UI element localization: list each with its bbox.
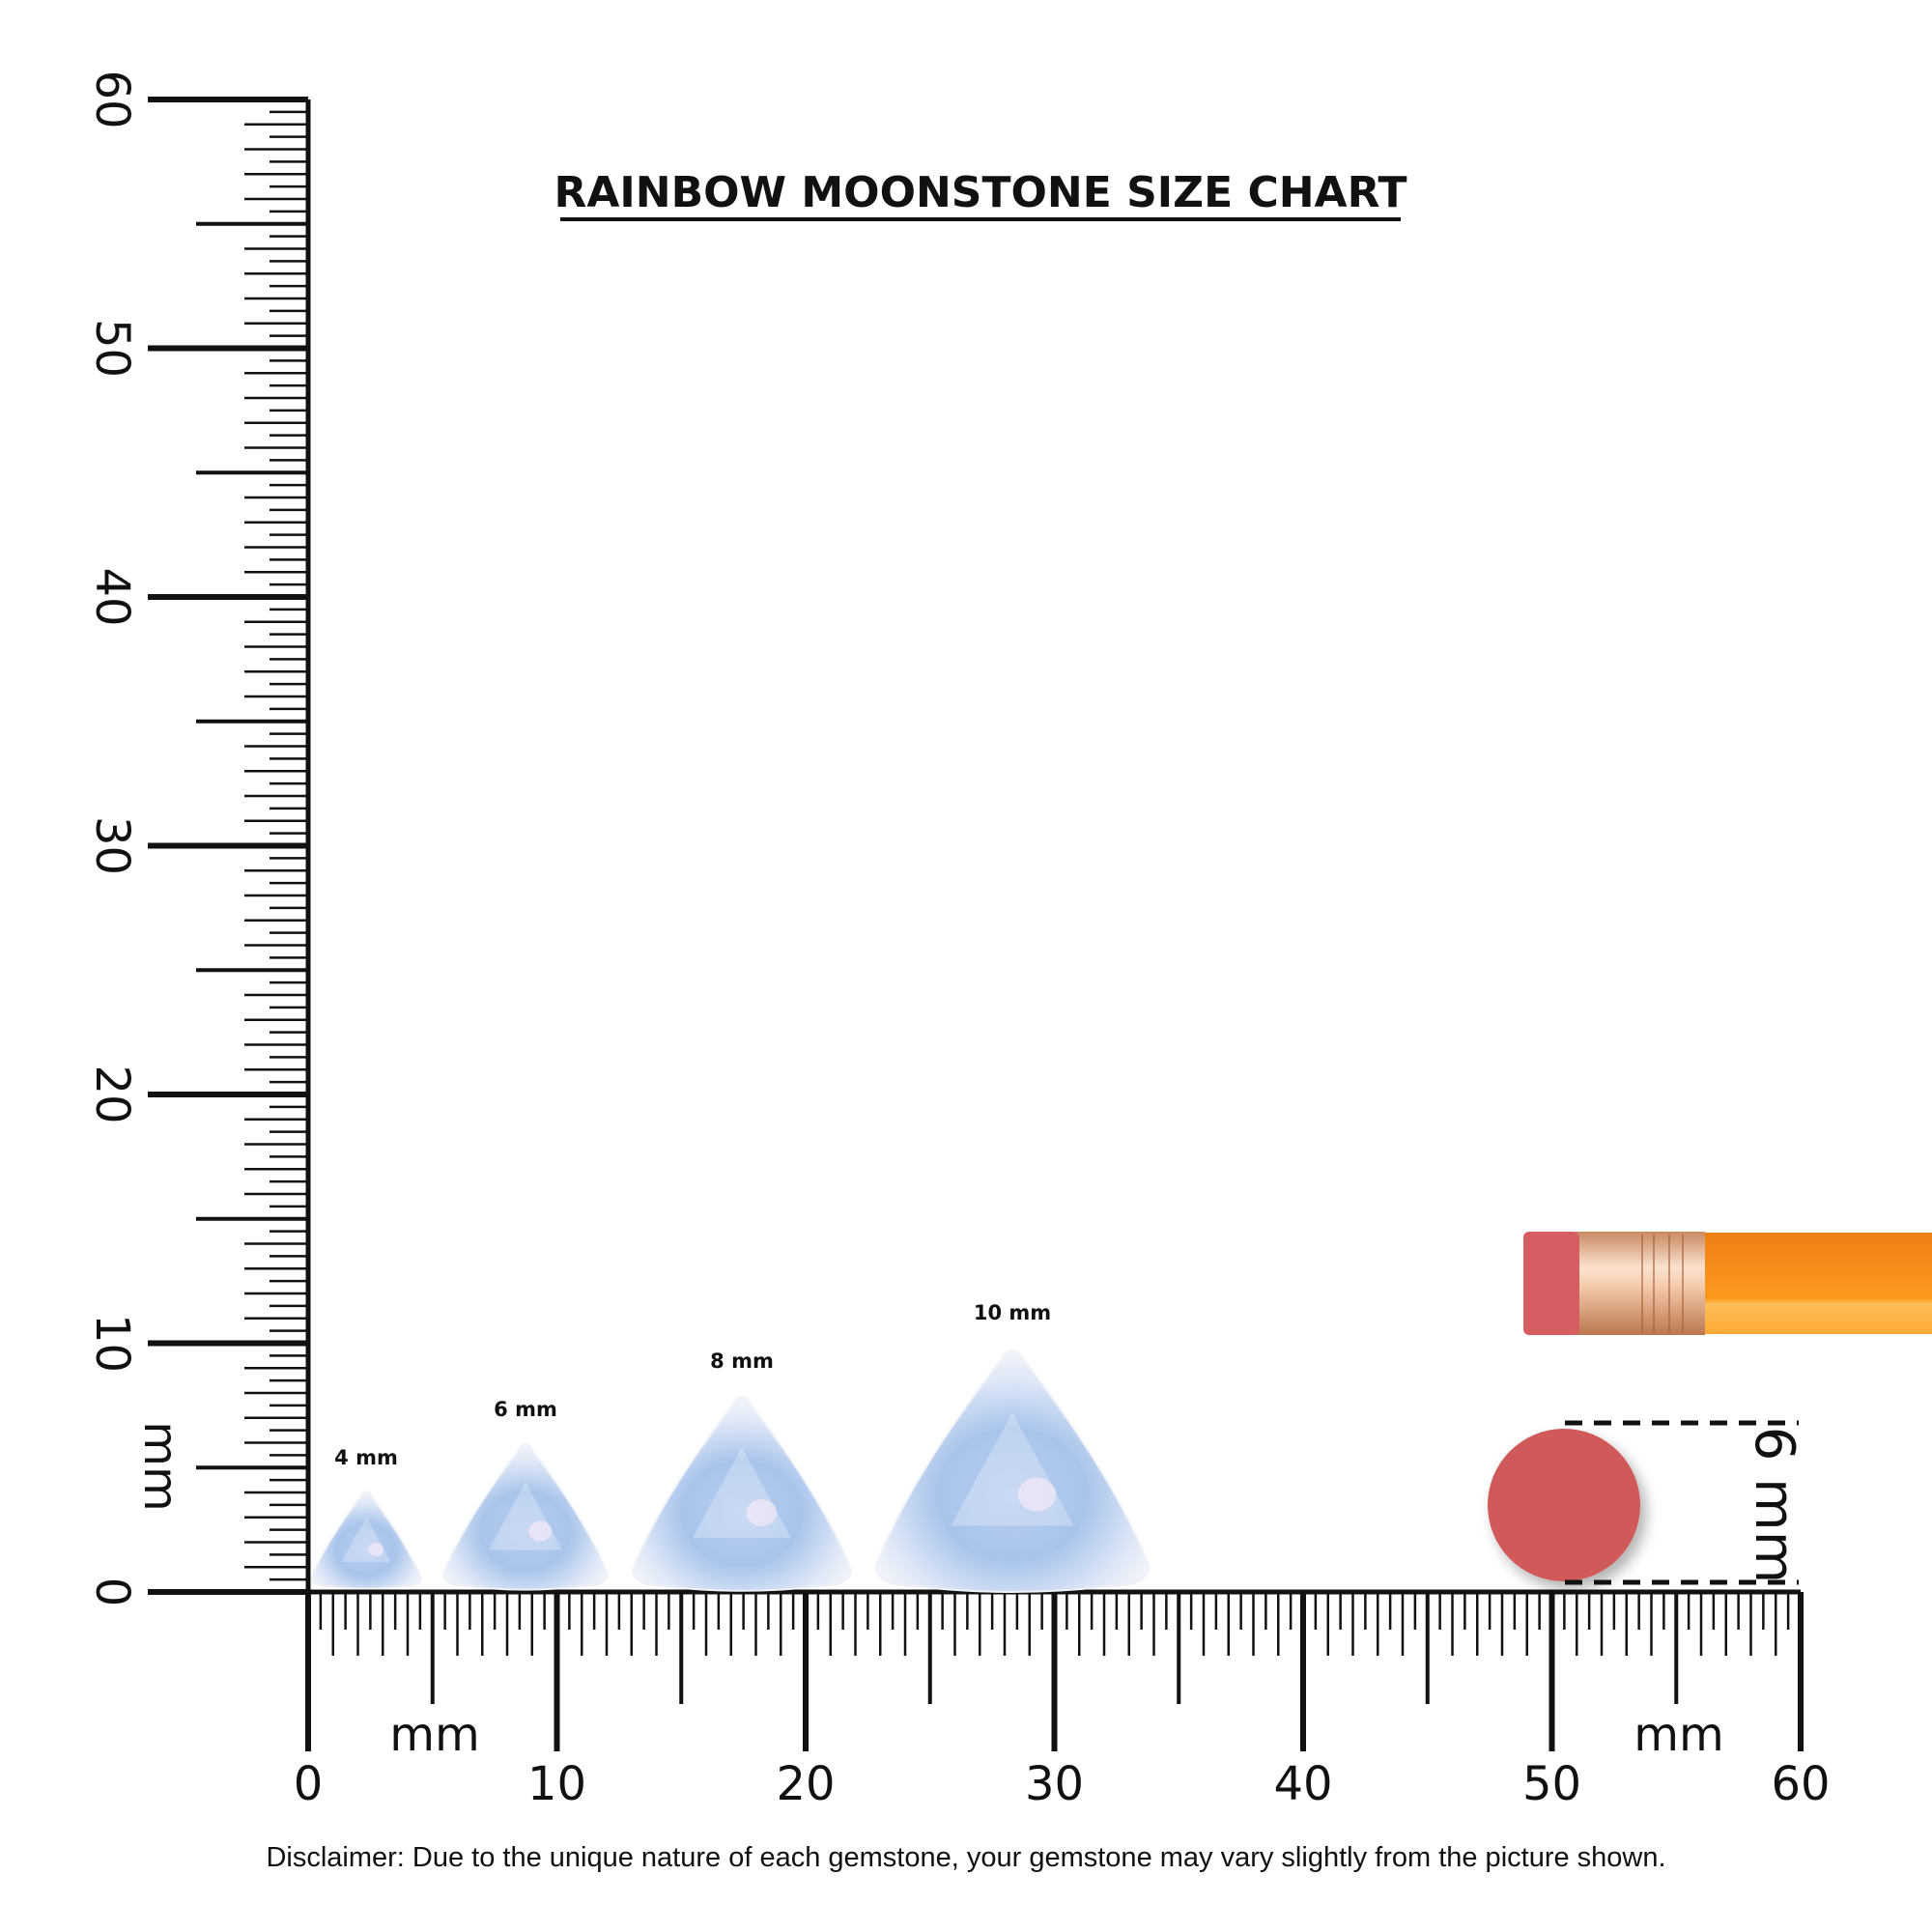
gemstone-10mm: 10 mm	[874, 1301, 1151, 1593]
gem-highlight	[368, 1543, 384, 1557]
gemstone-6mm: 6 mm	[441, 1398, 610, 1591]
pencil-ferrule	[1576, 1232, 1705, 1335]
vertical-tick-label: 60	[85, 70, 139, 128]
trillion-gem-shape	[441, 1443, 610, 1591]
pencil-illustration	[1523, 1232, 1932, 1335]
gemstone-4mm: 4 mm	[310, 1446, 422, 1590]
vertical-ruler: 0 10 20 30 40 50 60	[85, 70, 311, 1607]
gem-highlight	[1017, 1477, 1057, 1512]
vertical-tick-label: 30	[85, 816, 139, 875]
vertical-unit-label: mm	[133, 1421, 187, 1512]
horizontal-unit-label-right: mm	[1634, 1708, 1724, 1762]
horizontal-tick-label: 40	[1273, 1757, 1332, 1811]
pencil-body	[1703, 1233, 1932, 1334]
gem-size-label: 8 mm	[710, 1350, 774, 1373]
gem-size-label: 10 mm	[974, 1301, 1051, 1324]
horizontal-tick-label: 20	[776, 1757, 835, 1811]
horizontal-tick-label: 0	[294, 1757, 324, 1811]
horizontal-tick-label: 60	[1771, 1757, 1830, 1811]
eraser-reference-circle	[1488, 1429, 1640, 1581]
trillion-gem-shape	[631, 1396, 853, 1592]
vertical-tick-label: 0	[85, 1577, 139, 1607]
gem-highlight	[746, 1499, 778, 1527]
gem-size-label: 4 mm	[334, 1446, 398, 1469]
vertical-tick-label: 10	[85, 1314, 139, 1373]
horizontal-tick-label: 10	[527, 1757, 586, 1811]
vertical-tick-label: 40	[85, 567, 139, 626]
gem-size-label: 6 mm	[494, 1398, 557, 1421]
eraser-size-label: 6 mm	[1743, 1427, 1805, 1584]
horizontal-unit-label: mm	[389, 1708, 480, 1762]
horizontal-tick-label: 30	[1025, 1757, 1084, 1811]
disclaimer-text: Disclaimer: Due to the unique nature of …	[266, 1842, 1665, 1873]
gem-highlight	[528, 1520, 553, 1542]
vertical-tick-label: 20	[85, 1065, 139, 1123]
horizontal-ruler: 0 10 20 30 40 50 60	[294, 1589, 1831, 1811]
vertical-tick-label: 50	[85, 319, 139, 378]
horizontal-tick-label: 50	[1522, 1757, 1581, 1811]
pencil-eraser	[1523, 1232, 1579, 1335]
trillion-gem-shape	[874, 1349, 1151, 1593]
trillion-gem-shape	[310, 1491, 422, 1590]
chart-title: RAINBOW MOONSTONE SIZE CHART	[554, 168, 1406, 217]
gemstones: 4 mm 6 mm 8 mm 10 mm	[310, 1301, 1151, 1593]
gemstone-8mm: 8 mm	[631, 1350, 853, 1592]
